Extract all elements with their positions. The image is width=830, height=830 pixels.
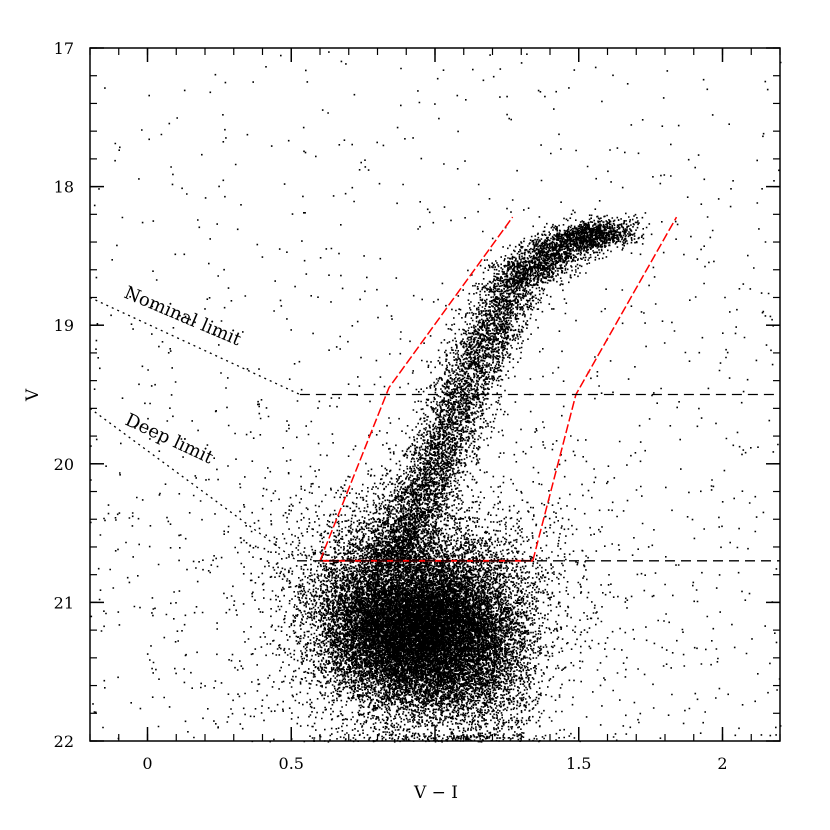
x-axis-label: V − I (413, 783, 458, 803)
limit-line-curve-0 (89, 296, 301, 396)
y-axis-label: V (23, 388, 43, 402)
y-tick-label: 17 (54, 39, 74, 58)
y-tick-label: 18 (54, 178, 74, 197)
selection-left-edge (319, 216, 514, 562)
limit-line-curve-1 (89, 407, 298, 562)
scatter-point-cloud (90, 51, 782, 743)
limit-lines (89, 296, 780, 562)
y-tick-label: 22 (54, 732, 74, 751)
scatter-points (90, 51, 782, 743)
x-tick-label: 0 (142, 754, 152, 773)
annotation-deep-limit: Deep limit (122, 409, 217, 468)
y-tick-label: 21 (54, 593, 74, 612)
x-tick-label: 1.5 (566, 754, 591, 773)
annotations: Nominal limit Deep limit (121, 282, 245, 469)
x-tick-label: 0.5 (279, 754, 304, 773)
axes: 0 0.5 1.5 2 17 18 19 20 21 22 (54, 39, 781, 773)
y-tick-label: 19 (54, 316, 74, 335)
x-tick-label: 2 (717, 754, 727, 773)
y-tick-label: 20 (54, 455, 74, 474)
